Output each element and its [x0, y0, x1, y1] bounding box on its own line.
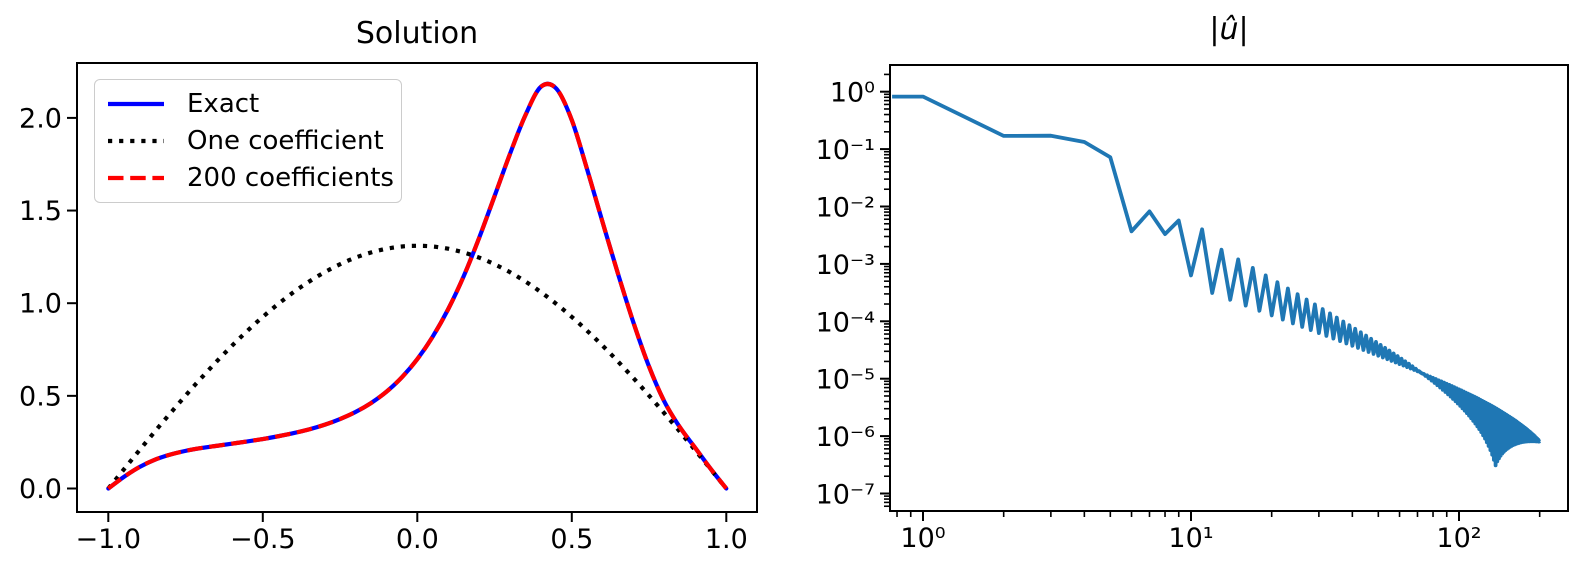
tick-label: 1.0 [705, 524, 748, 555]
tick-label: 0.5 [550, 524, 593, 555]
tick-label: 10⁻⁵ [816, 365, 875, 396]
legend: Exact One coefficient 200 coefficients [94, 79, 402, 203]
tick-label: 2.0 [19, 103, 62, 134]
one-coefficient-line [106, 243, 728, 490]
legend-row-200-coefficients: 200 coefficients [105, 162, 394, 193]
exact-line-sample [108, 102, 164, 107]
tick-label: 10⁻⁴ [816, 307, 875, 338]
right-title-bar-right: | [1238, 12, 1249, 47]
tick-label: −0.5 [230, 524, 296, 555]
legend-label-200-coefficients: 200 coefficients [187, 162, 394, 193]
left-plot-ticks: −1.0 −0.5 0.0 0.5 1.0 0.0 0.5 1.0 1.5 2.0 [19, 103, 748, 555]
right-title-bar-left: | [1209, 12, 1220, 47]
tick-label: 10⁻⁷ [816, 480, 875, 511]
tick-label: 10⁻⁶ [816, 422, 875, 453]
tick-label: −1.0 [76, 524, 142, 555]
tick-label: 10⁻¹ [816, 135, 875, 166]
legend-label-exact: Exact [187, 89, 260, 120]
tick-label: 10² [1436, 523, 1481, 554]
right-title-uhat: û [1219, 12, 1239, 47]
right-plot-frame [889, 64, 1569, 512]
legend-row-exact: Exact [105, 89, 391, 119]
tick-label: 1.5 [19, 196, 62, 227]
tick-label: 10⁰ [830, 78, 875, 109]
tick-label: 0.5 [19, 381, 62, 412]
coefficients-200-line [107, 81, 728, 491]
tick-label: 0.0 [19, 474, 62, 505]
spectrum-line [892, 94, 1542, 468]
left-plot-title: Solution [355, 16, 479, 51]
tick-label: 1.0 [19, 289, 62, 320]
tick-label: 0.0 [396, 524, 439, 555]
tick-label: 10¹ [1168, 523, 1213, 554]
right-plot-title: |û| [1029, 13, 1429, 46]
legend-row-one-coefficient: One coefficient [105, 126, 391, 156]
tick-label: 10⁻² [816, 193, 875, 224]
left-plot-series [106, 81, 729, 491]
tick-label: 10⁻³ [816, 250, 875, 281]
coefficients-200-line-sample [108, 175, 164, 180]
right-plot-series [892, 94, 1542, 468]
one-coefficient-line-sample [108, 138, 164, 144]
tick-label: 10⁰ [900, 523, 945, 554]
legend-label-one-coefficient: One coefficient [187, 125, 384, 156]
right-plot-ticks: 10⁰ 10¹ 10² 10⁰ 10⁻¹ 10⁻² 10⁻³ 10⁻⁴ 10⁻⁵ 10⁻⁶ 10⁻⁷ [816, 73, 1541, 554]
